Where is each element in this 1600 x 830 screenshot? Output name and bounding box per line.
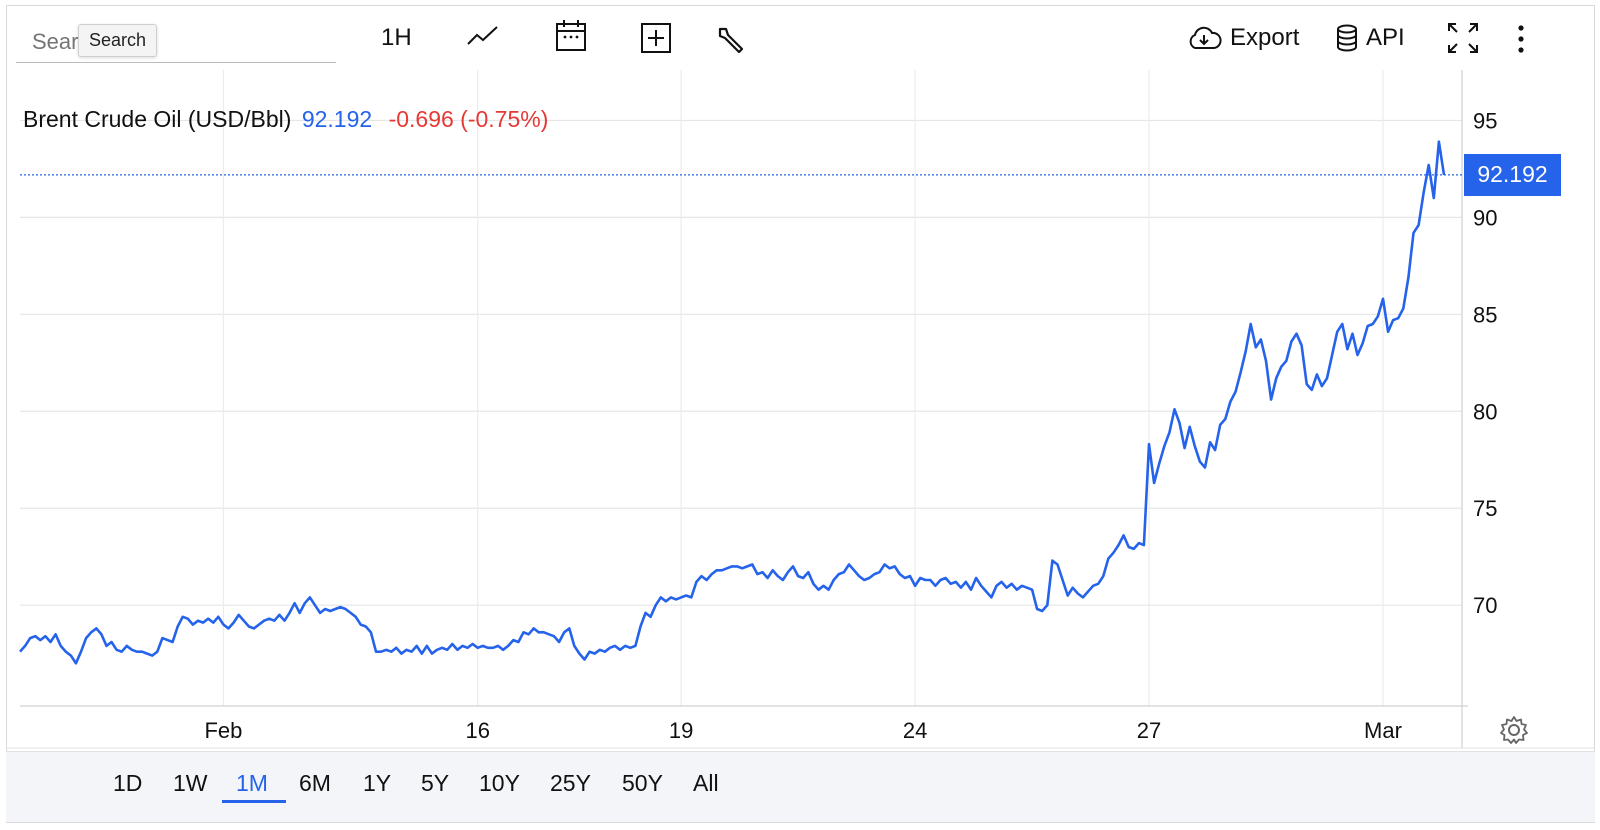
x-tick-label: 19 (669, 718, 693, 743)
range-50y-button[interactable]: 50Y (622, 770, 663, 796)
range-1d-button[interactable]: 1D (113, 770, 143, 796)
y-tick-label: 90 (1473, 205, 1497, 230)
active-range-indicator (222, 800, 286, 803)
export-button[interactable]: Export (1186, 24, 1299, 52)
x-tick-label: Mar (1364, 718, 1402, 743)
y-tick-label: 80 (1473, 399, 1497, 424)
range-6m-button[interactable]: 6M (299, 770, 331, 796)
interval-label: 1H (381, 24, 412, 51)
y-tick-label: 85 (1473, 302, 1497, 327)
api-label: API (1366, 24, 1405, 51)
x-tick-label: 16 (465, 718, 489, 743)
wrench-icon[interactable] (716, 25, 746, 55)
widget-frame (6, 5, 1595, 823)
gear-icon[interactable] (1499, 715, 1529, 750)
cloud-download-icon (1189, 26, 1222, 49)
legend-name: Brent Crude Oil (USD/Bbl) (23, 106, 292, 132)
y-tick-label: 95 (1473, 108, 1497, 133)
range-selector: 1D 1W 1M 6M 1Y 5Y 10Y 25Y 50Y All (6, 751, 1595, 822)
y-tick-label: 70 (1473, 593, 1497, 618)
range-all-button[interactable]: All (693, 770, 719, 796)
legend-change: -0.696 (-0.75%) (388, 106, 549, 132)
x-tick-label: 27 (1137, 718, 1161, 743)
x-tick-label: 24 (903, 718, 927, 743)
range-1y-button[interactable]: 1Y (363, 770, 392, 796)
range-10y-button[interactable]: 10Y (479, 770, 520, 796)
x-axis: Feb16192427Mar7 (204, 718, 1402, 743)
api-button[interactable]: API (1336, 24, 1405, 52)
plus-box-icon[interactable] (640, 22, 672, 54)
more-vertical-icon[interactable] (1516, 24, 1526, 54)
chart-grid (6, 70, 1594, 749)
expand-icon[interactable] (1447, 22, 1479, 54)
series-line (19, 140, 1446, 665)
legend-price: 92.192 (301, 106, 373, 132)
interval-button[interactable]: 1H (381, 24, 412, 52)
chart-legend: Brent Crude Oil (USD/Bbl) 92.192 -0.696 … (23, 106, 548, 133)
range-5y-button[interactable]: 5Y (421, 770, 450, 796)
y-tick-label: 75 (1473, 496, 1497, 521)
x-tick-label: Feb (204, 718, 242, 743)
calendar-icon[interactable] (555, 19, 587, 53)
range-25y-button[interactable]: 25Y (550, 770, 591, 796)
database-icon (1337, 24, 1357, 52)
range-1w-button[interactable]: 1W (173, 770, 208, 796)
line-chart-icon[interactable] (466, 22, 500, 50)
search-tooltip: Search (78, 24, 158, 57)
export-label: Export (1230, 24, 1300, 51)
last-price-tag: 92.192 (1464, 153, 1561, 196)
range-1m-button[interactable]: 1M (236, 770, 268, 796)
y-axis: 70 75 80 85 90 95 (1473, 108, 1497, 618)
